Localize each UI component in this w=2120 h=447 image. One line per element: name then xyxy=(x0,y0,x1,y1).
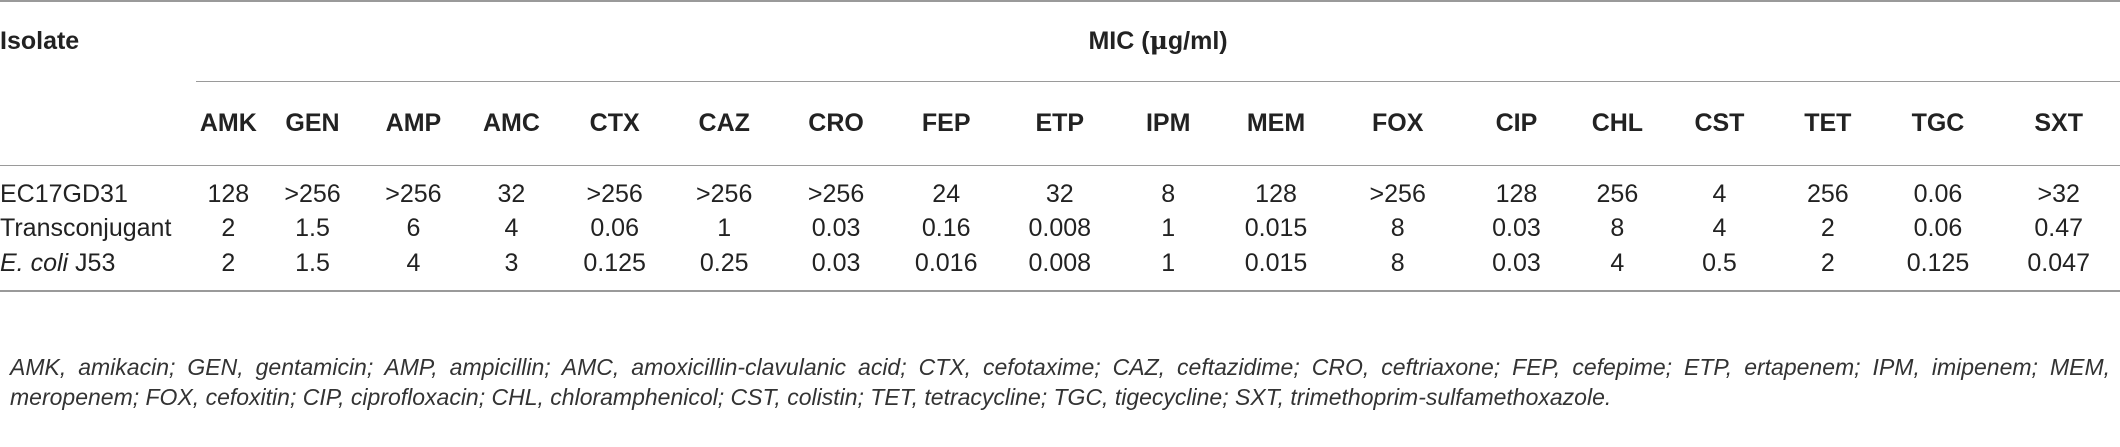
table-cell: >256 xyxy=(364,164,463,209)
isolate-name: EC17GD31 xyxy=(0,164,197,209)
table-cell: 0.03 xyxy=(1492,214,1541,242)
isolate-name-rest: J53 xyxy=(68,248,116,277)
table-cell: 1.5 xyxy=(260,248,365,292)
table-cell: 0.25 xyxy=(668,248,780,292)
table-cell: 128 xyxy=(196,164,261,209)
table-cell: 2 xyxy=(221,214,236,242)
table-cell: 8 xyxy=(1390,214,1405,242)
isolate-header: Isolate xyxy=(0,0,197,81)
table-cell: 256 xyxy=(1572,164,1662,209)
table-cell: 1 xyxy=(717,214,732,242)
table-cell: >256 xyxy=(560,164,669,209)
column-header: ETP xyxy=(999,80,1120,165)
table-row: E. coli J53 2 1.5 4 3 0.125 0.25 0.03 0.… xyxy=(0,248,2120,292)
header-row-1: Isolate MIC (μg/ml) xyxy=(0,0,2120,81)
table-cell: 0.47 xyxy=(2034,214,2084,242)
table-cell: >32 xyxy=(1997,164,2120,209)
header-spacer xyxy=(0,81,196,165)
column-header: IPM xyxy=(1119,80,1217,165)
table-cell: 0.06 xyxy=(590,214,639,242)
table-cell: 3 xyxy=(462,248,561,292)
table-cell: 4 xyxy=(1572,248,1662,292)
table-cell: 0.03 xyxy=(779,248,893,292)
table-cell: 128 xyxy=(1216,164,1336,209)
table-cell: 1.5 xyxy=(295,214,330,242)
table-cell: 4 xyxy=(1661,164,1778,209)
column-header: CST xyxy=(1661,80,1778,165)
table-cell: 128 xyxy=(1459,164,1573,209)
table-cell: 6 xyxy=(406,214,421,242)
table-cell: 4 xyxy=(1712,214,1727,242)
column-header: TET xyxy=(1777,80,1879,165)
table-cell: >256 xyxy=(1335,164,1460,209)
column-header: FEP xyxy=(892,80,1000,165)
table-cell: 0.03 xyxy=(1459,248,1573,292)
table-cell: 4 xyxy=(364,248,463,292)
table-cell: 0.03 xyxy=(811,214,861,242)
table-cell: 0.06 xyxy=(1878,164,1998,209)
mic-header: MIC (μg/ml) xyxy=(196,0,2120,81)
table-cell: 1 xyxy=(1119,248,1217,292)
column-header: AMC xyxy=(462,80,561,165)
table-cell: 1 xyxy=(1161,214,1176,242)
table-row: Transconjugant 2 1.5 6 4 0.06 1 0.03 0.1… xyxy=(0,209,2120,249)
table-cell: 32 xyxy=(999,164,1120,209)
mic-header-mu: μ xyxy=(1149,26,1168,56)
isolate-name: Transconjugant xyxy=(0,214,172,242)
table-cell: 256 xyxy=(1777,164,1879,209)
column-header: GEN xyxy=(260,80,365,165)
column-header: CHL xyxy=(1572,80,1662,165)
table-row: EC17GD31 128 >256 >256 32 >256 >256 >256… xyxy=(0,164,2120,209)
column-header: CTX xyxy=(560,80,669,165)
table-cell: 0.016 xyxy=(892,248,1000,292)
table-cell: 0.06 xyxy=(1913,214,1963,242)
table-cell: 2 xyxy=(1777,248,1879,292)
column-header: TGC xyxy=(1878,80,1998,165)
table-cell: 24 xyxy=(892,164,1000,209)
table-cell: 0.008 xyxy=(1028,214,1092,242)
table-cell: 2 xyxy=(1820,214,1835,242)
table-cell: >256 xyxy=(260,164,365,209)
table-cell: 8 xyxy=(1610,214,1625,242)
table-cell: 0.125 xyxy=(1878,248,1998,292)
column-header: CAZ xyxy=(668,80,780,165)
isolate-name-italic: E. coli xyxy=(0,248,69,277)
header-row-2: AMK GEN AMP AMC CTX CAZ CRO FEP ETP IPM … xyxy=(0,80,2120,165)
column-header: FOX xyxy=(1335,80,1460,165)
table-cell: 0.015 xyxy=(1244,214,1308,242)
table-cell: 8 xyxy=(1119,164,1217,209)
table-cell: 0.008 xyxy=(999,248,1120,292)
column-header: MEM xyxy=(1216,80,1336,165)
column-header: CRO xyxy=(779,80,893,165)
column-header: CIP xyxy=(1459,80,1573,165)
table-cell: 32 xyxy=(462,164,561,209)
table-cell: >256 xyxy=(779,164,893,209)
mic-header-prefix: MIC ( xyxy=(1088,27,1150,56)
table-cell: 2 xyxy=(196,248,261,292)
mic-header-suffix: g/ml) xyxy=(1167,27,1228,56)
table-cell: 0.5 xyxy=(1661,248,1778,292)
table-cell: 8 xyxy=(1335,248,1460,292)
column-header: AMK xyxy=(196,80,261,165)
table-cell: >256 xyxy=(668,164,780,209)
column-header: SXT xyxy=(1997,80,2120,165)
table-cell: 0.015 xyxy=(1216,248,1336,292)
table-footnote: AMK, amikacin; GEN, gentamicin; AMP, amp… xyxy=(10,354,2110,410)
table-cell: 0.125 xyxy=(560,248,669,292)
table-cell: 0.047 xyxy=(1997,248,2120,292)
mic-table: Isolate MIC (μg/ml) AMK GEN AMP AMC CTX … xyxy=(0,0,2120,292)
table-cell: 0.16 xyxy=(921,214,971,242)
isolate-name: E. coli J53 xyxy=(0,248,197,292)
column-header: AMP xyxy=(364,80,463,165)
table-cell: 4 xyxy=(504,214,519,242)
